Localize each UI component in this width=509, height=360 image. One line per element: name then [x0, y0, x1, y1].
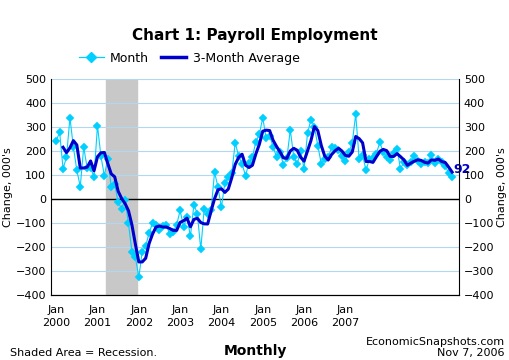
Line: 3-Month Average: 3-Month Average [63, 127, 451, 262]
Text: 2005: 2005 [248, 318, 276, 328]
Text: 2004: 2004 [207, 318, 235, 328]
Text: Jan: Jan [130, 305, 147, 315]
Month [190, 203, 196, 207]
Bar [106, 79, 137, 295]
3-Month Average [417, 158, 423, 163]
Text: Monthly: Monthly [223, 344, 286, 358]
3-Month Average [318, 143, 324, 148]
Text: 92: 92 [453, 163, 470, 176]
Month [297, 149, 303, 153]
Line: Month: Month [53, 112, 454, 280]
3-Month Average [187, 225, 193, 229]
Text: 2001: 2001 [83, 318, 111, 328]
Legend: Month, 3-Month Average: Month, 3-Month Average [73, 46, 304, 69]
Month [53, 139, 59, 143]
3-Month Average [448, 170, 454, 174]
Month [352, 112, 358, 116]
Text: 2003: 2003 [166, 318, 194, 328]
Text: Jan: Jan [47, 305, 65, 315]
Text: Shaded Area = Recession.: Shaded Area = Recession. [10, 348, 157, 358]
Text: 2006: 2006 [290, 318, 318, 328]
Text: Jan: Jan [171, 305, 188, 315]
Y-axis label: Change, 000's: Change, 000's [496, 147, 506, 227]
Text: 2000: 2000 [42, 318, 70, 328]
Month [448, 175, 454, 179]
Month [135, 275, 142, 279]
Text: Jan: Jan [295, 305, 312, 315]
Title: Chart 1: Payroll Employment: Chart 1: Payroll Employment [132, 28, 377, 43]
Month [321, 157, 327, 161]
Text: Jan: Jan [336, 305, 353, 315]
Y-axis label: Change, 000's: Change, 000's [3, 147, 13, 227]
Text: Jan: Jan [212, 305, 230, 315]
Text: EconomicSnapshots.com
Nov 7, 2006: EconomicSnapshots.com Nov 7, 2006 [365, 337, 504, 358]
Text: Jan: Jan [253, 305, 271, 315]
3-Month Average [383, 148, 389, 153]
Month [379, 150, 385, 154]
3-Month Average [373, 155, 379, 159]
3-Month Average [294, 148, 300, 152]
Month [390, 150, 396, 155]
Text: Jan: Jan [89, 305, 106, 315]
Month [424, 161, 430, 165]
Text: 2007: 2007 [331, 318, 359, 328]
Text: 2002: 2002 [124, 318, 153, 328]
